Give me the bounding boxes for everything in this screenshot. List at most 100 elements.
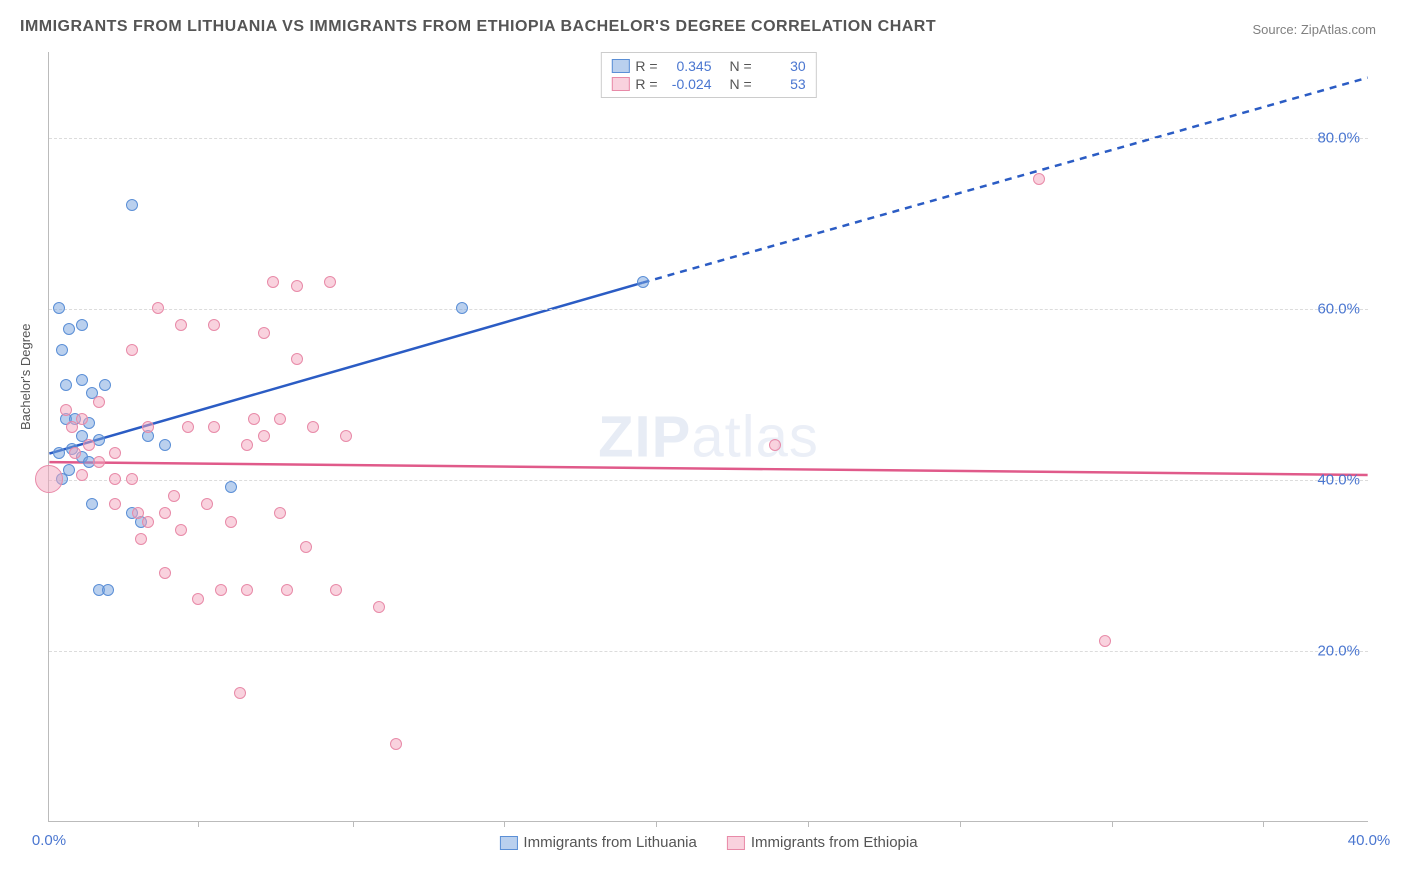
data-point [1099, 635, 1111, 647]
data-point [60, 404, 72, 416]
legend-label: Immigrants from Ethiopia [751, 834, 918, 851]
legend-label: Immigrants from Lithuania [523, 834, 696, 851]
data-point [142, 421, 154, 433]
data-point [53, 302, 65, 314]
data-point [324, 276, 336, 288]
data-point [258, 327, 270, 339]
data-point [152, 302, 164, 314]
data-point [258, 430, 270, 442]
data-point [274, 507, 286, 519]
x-tick-mark [1112, 821, 1113, 827]
data-point [300, 541, 312, 553]
x-tick-label: 0.0% [32, 832, 66, 849]
data-point [182, 421, 194, 433]
trend-lines [49, 52, 1368, 821]
y-tick-label: 20.0% [1317, 642, 1360, 659]
data-point [390, 738, 402, 750]
data-point [291, 353, 303, 365]
gridline [49, 651, 1368, 652]
data-point [135, 533, 147, 545]
data-point [126, 199, 138, 211]
data-point [201, 498, 213, 510]
data-point [637, 276, 649, 288]
data-point [63, 464, 75, 476]
data-point [159, 507, 171, 519]
x-tick-mark [656, 821, 657, 827]
n-value: 30 [758, 58, 806, 74]
data-point [225, 481, 237, 493]
y-tick-label: 40.0% [1317, 471, 1360, 488]
data-point [175, 524, 187, 536]
r-label: R = [635, 58, 657, 74]
x-tick-mark [504, 821, 505, 827]
data-point [168, 490, 180, 502]
legend-swatch [499, 836, 517, 850]
data-point [274, 413, 286, 425]
x-tick-mark [808, 821, 809, 827]
data-point [215, 584, 227, 596]
data-point [291, 280, 303, 292]
legend-row: R =-0.024N =53 [611, 75, 805, 93]
legend-item: Immigrants from Ethiopia [727, 834, 918, 851]
data-point [69, 447, 81, 459]
y-tick-label: 80.0% [1317, 129, 1360, 146]
data-point [241, 584, 253, 596]
correlation-legend: R =0.345N =30R =-0.024N =53 [600, 52, 816, 98]
data-point [234, 687, 246, 699]
data-point [267, 276, 279, 288]
legend-row: R =0.345N =30 [611, 57, 805, 75]
x-tick-label: 40.0% [1348, 832, 1391, 849]
x-tick-mark [198, 821, 199, 827]
data-point [86, 498, 98, 510]
x-tick-mark [960, 821, 961, 827]
data-point [66, 421, 78, 433]
data-point [126, 473, 138, 485]
data-point [330, 584, 342, 596]
data-point [192, 593, 204, 605]
series-legend: Immigrants from Lithuania Immigrants from… [499, 834, 917, 851]
data-point [102, 584, 114, 596]
data-point [93, 396, 105, 408]
data-point [109, 473, 121, 485]
data-point [142, 516, 154, 528]
legend-swatch [611, 59, 629, 73]
data-point [99, 379, 111, 391]
data-point [281, 584, 293, 596]
data-point [208, 421, 220, 433]
x-tick-mark [1263, 821, 1264, 827]
y-axis-label: Bachelor's Degree [18, 323, 33, 430]
n-label: N = [730, 76, 752, 92]
data-point [456, 302, 468, 314]
x-tick-mark [353, 821, 354, 827]
source-attribution: Source: ZipAtlas.com [1252, 22, 1376, 37]
data-point [340, 430, 352, 442]
r-label: R = [635, 76, 657, 92]
legend-swatch [611, 77, 629, 91]
r-value: -0.024 [664, 76, 712, 92]
chart-title: IMMIGRANTS FROM LITHUANIA VS IMMIGRANTS … [20, 18, 936, 36]
data-point [159, 567, 171, 579]
data-point [109, 498, 121, 510]
data-point [241, 439, 253, 451]
data-point [1033, 173, 1045, 185]
data-point [83, 439, 95, 451]
n-label: N = [730, 58, 752, 74]
gridline [49, 138, 1368, 139]
data-point [63, 323, 75, 335]
gridline [49, 309, 1368, 310]
data-point [56, 344, 68, 356]
data-point [35, 465, 63, 493]
data-point [76, 469, 88, 481]
data-point [93, 456, 105, 468]
scatter-plot: ZIPatlas R =0.345N =30R =-0.024N =53 Imm… [48, 52, 1368, 822]
data-point [769, 439, 781, 451]
data-point [159, 439, 171, 451]
data-point [373, 601, 385, 613]
data-point [76, 413, 88, 425]
legend-swatch [727, 836, 745, 850]
data-point [76, 374, 88, 386]
data-point [60, 379, 72, 391]
data-point [248, 413, 260, 425]
data-point [76, 319, 88, 331]
gridline [49, 480, 1368, 481]
